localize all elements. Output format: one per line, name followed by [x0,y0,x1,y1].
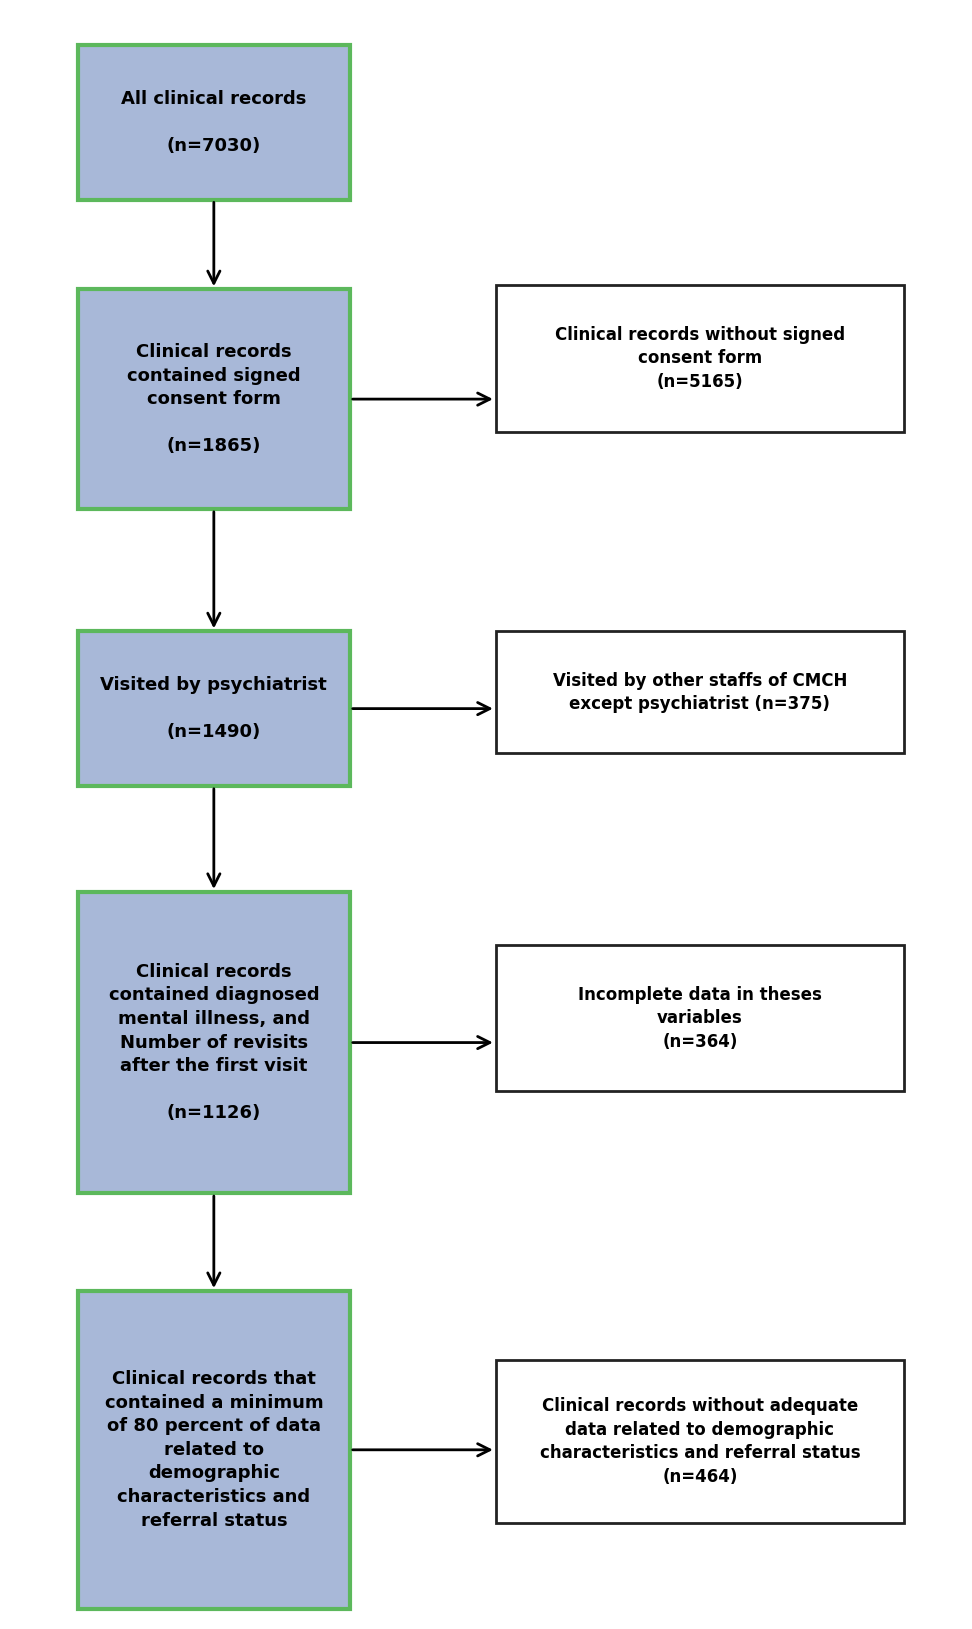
FancyBboxPatch shape [496,945,904,1091]
Text: Clinical records that
contained a minimum
of 80 percent of data
related to
demog: Clinical records that contained a minimu… [105,1370,323,1530]
FancyBboxPatch shape [496,1360,904,1523]
Text: Visited by other staffs of CMCH
except psychiatrist (n=375): Visited by other staffs of CMCH except p… [553,671,847,714]
FancyBboxPatch shape [78,893,350,1192]
FancyBboxPatch shape [78,290,350,510]
FancyBboxPatch shape [496,632,904,753]
Text: Visited by psychiatrist

(n=1490): Visited by psychiatrist (n=1490) [100,676,328,741]
Text: Incomplete data in theses
variables
(n=364): Incomplete data in theses variables (n=3… [578,986,821,1051]
FancyBboxPatch shape [78,1290,350,1609]
Text: Clinical records
contained diagnosed
mental illness, and
Number of revisits
afte: Clinical records contained diagnosed men… [109,963,319,1122]
Text: Clinical records without signed
consent form
(n=5165): Clinical records without signed consent … [555,326,845,391]
Text: All clinical records

(n=7030): All clinical records (n=7030) [122,90,306,155]
FancyBboxPatch shape [496,285,904,432]
Text: Clinical records
contained signed
consent form

(n=1865): Clinical records contained signed consen… [127,344,300,454]
FancyBboxPatch shape [78,632,350,787]
FancyBboxPatch shape [78,44,350,200]
Text: Clinical records without adequate
data related to demographic
characteristics an: Clinical records without adequate data r… [539,1398,860,1486]
